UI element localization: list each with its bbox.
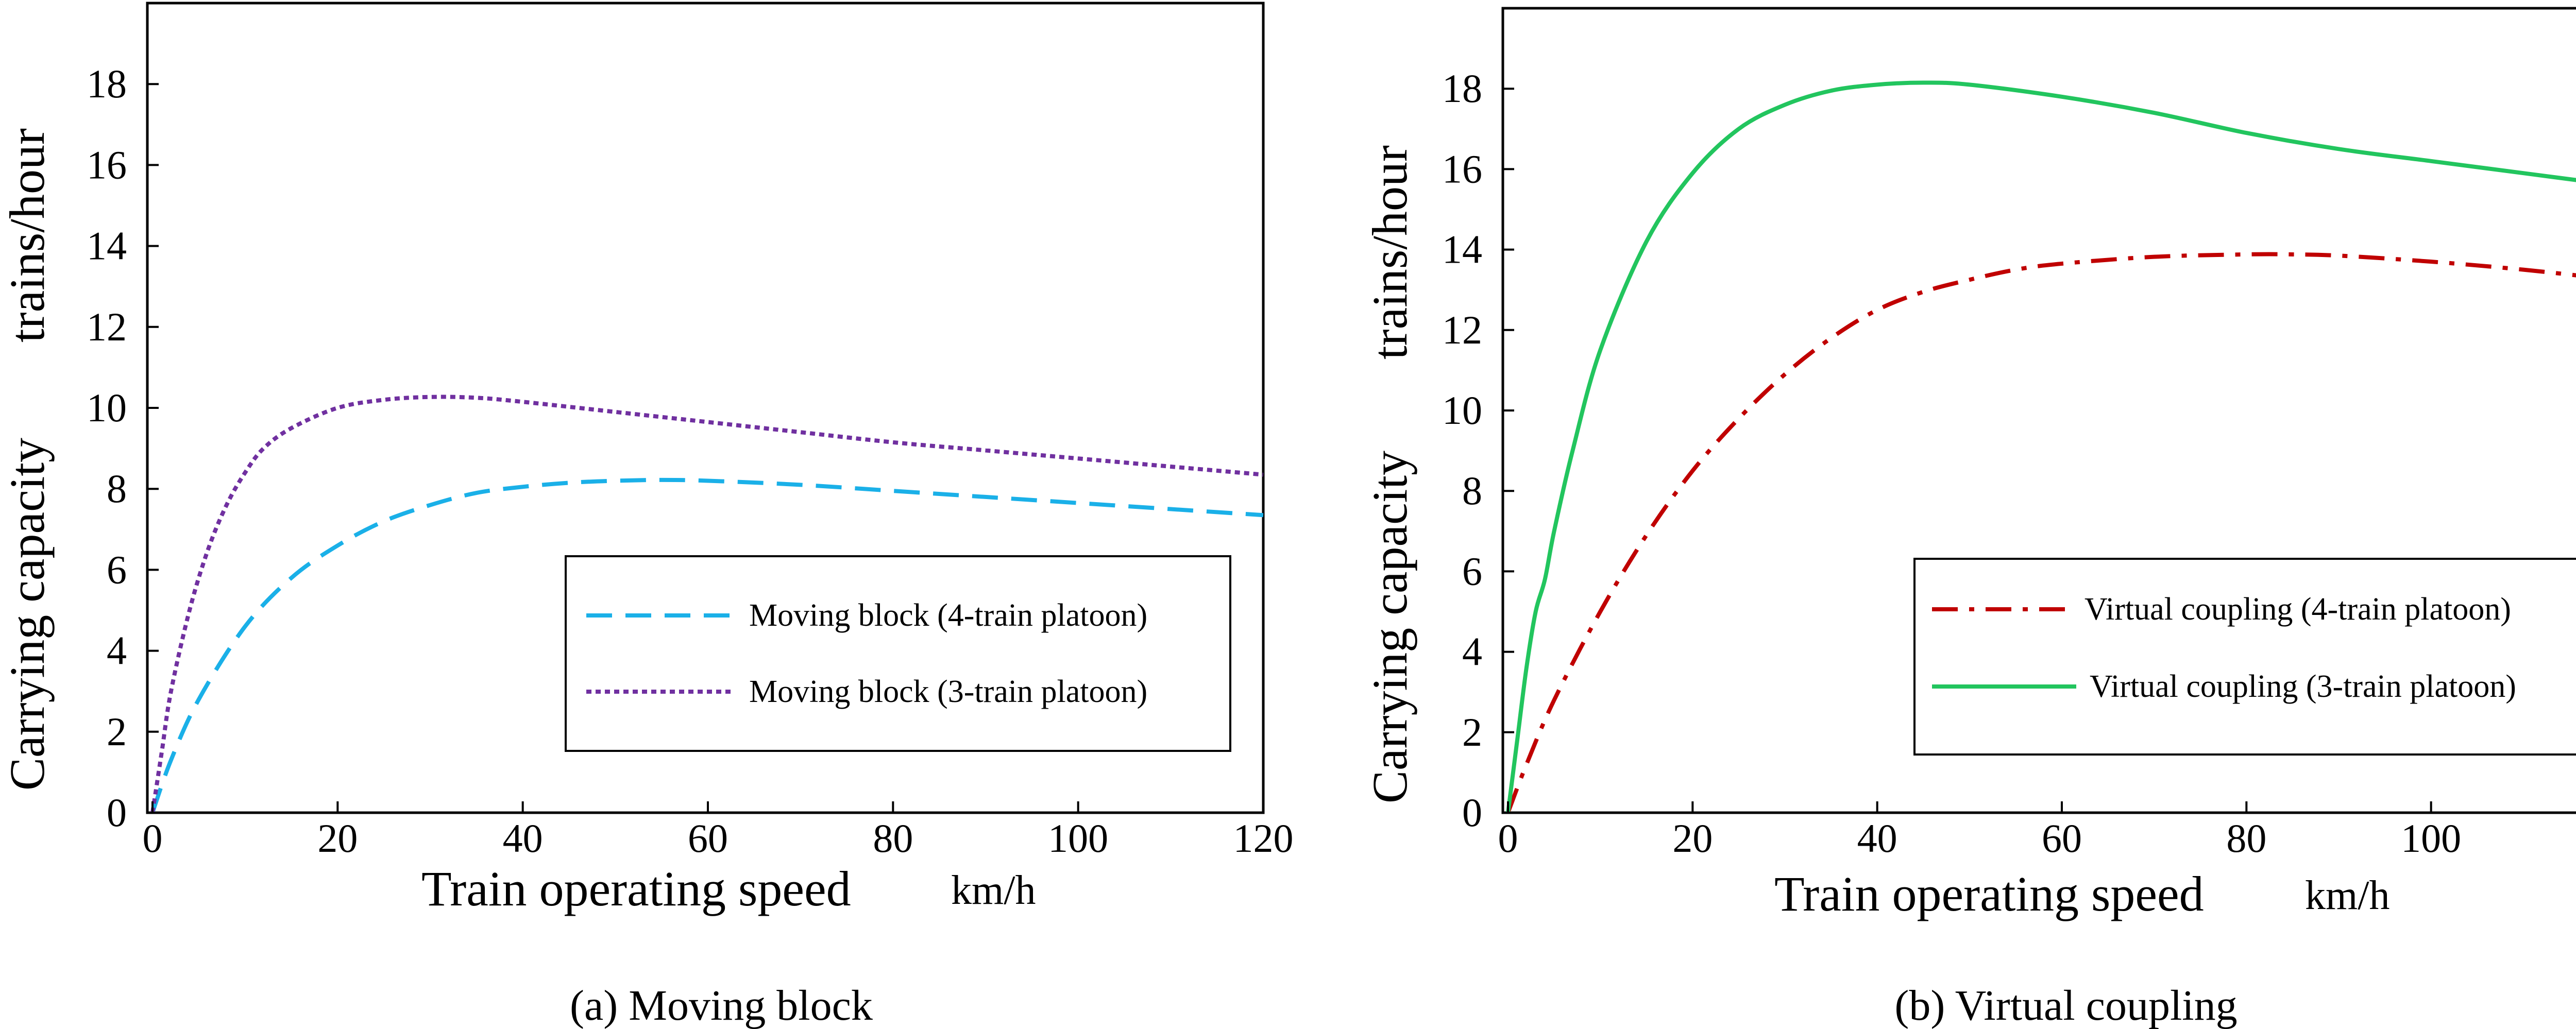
- x-tick-label: 20: [1672, 816, 1713, 861]
- legend-label-0: Moving block (4-train platoon): [749, 598, 1147, 633]
- x-tick-label: 40: [1857, 816, 1897, 861]
- tick-layer: 0 20 40 60 80 100 120 0 2 4 6 8 10 12 14 16 18: [87, 61, 1294, 861]
- y-axis-unit: trains/hour: [0, 128, 55, 342]
- x-tick-label: 100: [2401, 816, 2461, 861]
- x-axis-title: Train operating speed: [421, 861, 851, 916]
- x-tick-label: 20: [317, 816, 358, 861]
- series-layer: [150, 395, 1264, 814]
- x-axis-unit: km/h: [951, 868, 1036, 913]
- y-tick-label: 8: [107, 466, 127, 511]
- y-tick-label: 14: [1442, 227, 1482, 272]
- x-tick-label: 100: [1048, 816, 1108, 861]
- caption: (b) Virtual coupling: [1894, 982, 2237, 1029]
- y-tick-label: 2: [107, 709, 127, 754]
- series-line-1: [1506, 80, 2576, 813]
- y-tick-label: 12: [87, 304, 127, 349]
- y-tick-label: 0: [107, 790, 127, 835]
- x-tick-label: 120: [1233, 816, 1294, 861]
- y-axis-unit: trains/hour: [1362, 145, 1417, 359]
- y-tick-label: 14: [87, 224, 127, 268]
- y-tick-label: 10: [87, 385, 127, 430]
- y-tick-label: 18: [1442, 66, 1482, 111]
- y-tick-label: 2: [1462, 710, 1482, 754]
- x-tick-label: 60: [2042, 816, 2082, 861]
- legend-box: [1913, 558, 2576, 756]
- series-layer: [1506, 80, 2576, 814]
- x-tick-label: 40: [503, 816, 543, 861]
- x-tick-label: 0: [143, 816, 163, 861]
- legend: Virtual coupling (4-train platoon) Virtu…: [1913, 558, 2576, 756]
- x-tick-label: 60: [688, 816, 728, 861]
- legend-label-1: Virtual coupling (3-train platoon): [2090, 669, 2516, 704]
- legend-box: [565, 555, 1231, 752]
- x-tick-label: 80: [873, 816, 913, 861]
- y-tick-label: 4: [1462, 629, 1482, 674]
- y-tick-label: 4: [107, 628, 127, 673]
- y-tick-label: 16: [87, 142, 127, 187]
- legend-label-0: Virtual coupling (4-train platoon): [2084, 592, 2511, 627]
- series-line-0: [150, 477, 1264, 814]
- series-line-1: [150, 395, 1264, 813]
- legend-label-1: Moving block (3-train platoon): [749, 674, 1147, 709]
- y-tick-label: 16: [1442, 146, 1482, 191]
- y-tick-label: 0: [1462, 790, 1482, 835]
- y-tick-label: 8: [1462, 468, 1482, 513]
- x-axis-unit: km/h: [2305, 873, 2389, 918]
- y-tick-label: 12: [1442, 307, 1482, 352]
- x-tick-label: 80: [2226, 816, 2266, 861]
- y-tick-label: 6: [1462, 548, 1482, 593]
- y-axis-title: Carrying capacity: [1362, 451, 1417, 803]
- y-axis-title: Carrying capacity: [0, 438, 55, 791]
- chart-moving-block: 0 20 40 60 80 100 120 0 2 4 6 8 10 12 14 16 18 Carrying …: [0, 2, 1294, 1029]
- series-line-0: [1506, 252, 2576, 814]
- y-tick-label: 10: [1442, 388, 1482, 433]
- x-tick-label: 0: [1498, 816, 1518, 861]
- y-tick-label: 18: [87, 61, 127, 106]
- y-tick-label: 6: [107, 547, 127, 592]
- caption: (a) Moving block: [570, 982, 873, 1029]
- x-axis-title: Train operating speed: [1774, 866, 2204, 921]
- legend: Moving block (4-train platoon) Moving bl…: [565, 555, 1231, 752]
